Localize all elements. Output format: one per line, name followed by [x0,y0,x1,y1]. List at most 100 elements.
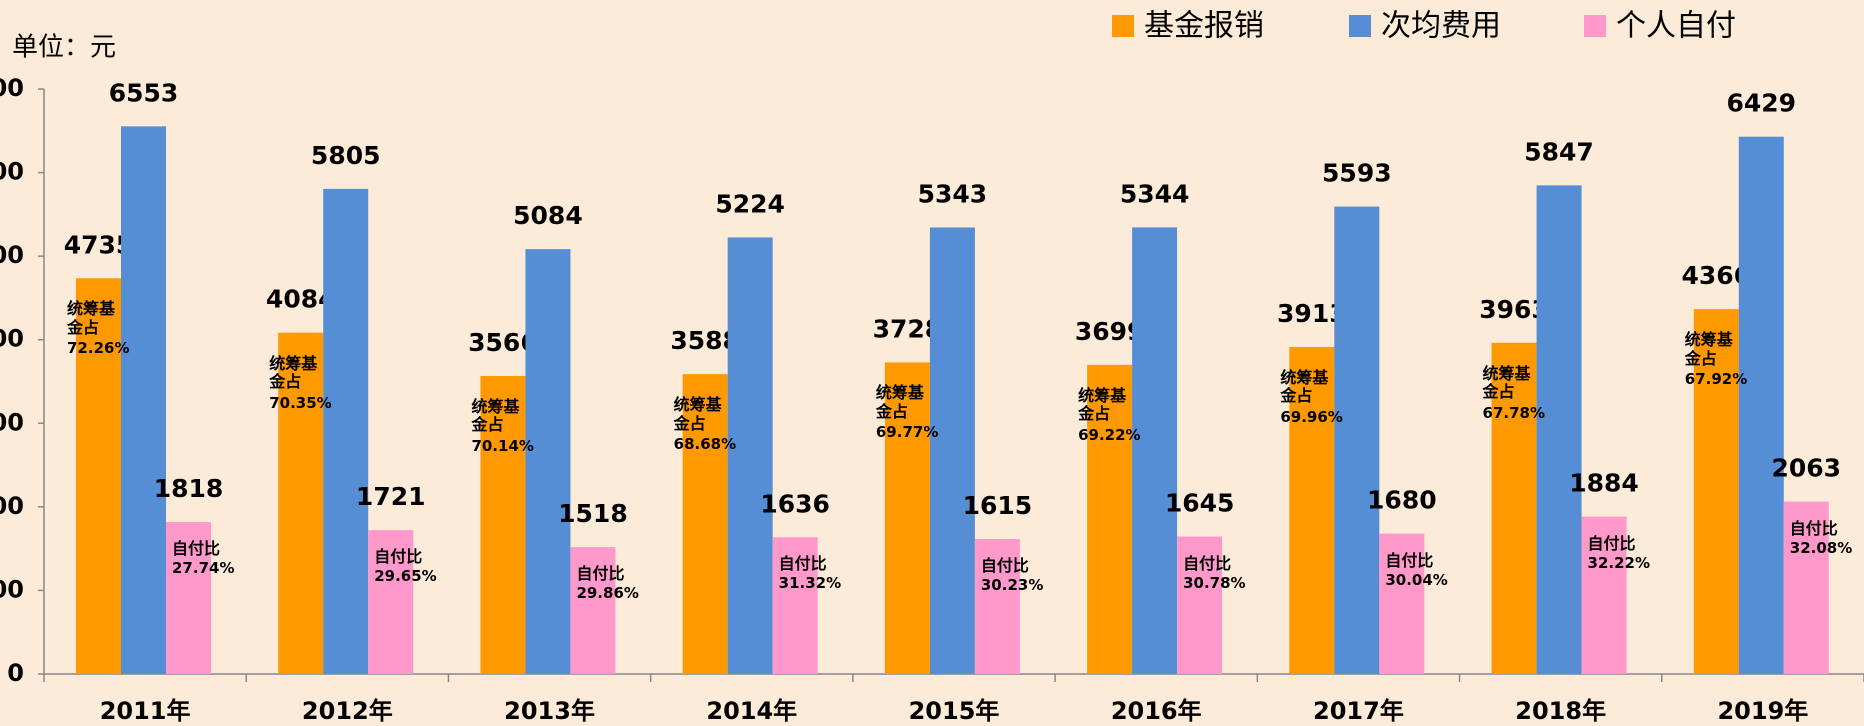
legend-label: 个人自付 [1616,9,1736,44]
bar [1738,136,1784,674]
value-label: 1721 [356,482,426,511]
fund-share-text: 统筹基金占 [471,396,520,435]
bar [1783,501,1829,674]
self-pay-label: 30.78% [1183,573,1246,592]
x-tick-label: 2015年 [909,697,1000,725]
bar [1491,342,1537,674]
fund-share-label: 70.35% [269,393,332,412]
x-tick-label: 2018年 [1515,697,1606,725]
value-label: 1518 [558,499,628,528]
self-pay-label: 30.23% [980,576,1044,595]
fund-share-label: 69.96% [1280,407,1343,426]
x-tick-label: 2016年 [1111,697,1202,725]
fund-share-label: 67.92% [1684,370,1748,389]
legend-label: 次均费用 [1381,9,1501,44]
bar [480,375,526,674]
legend-swatch [1349,15,1371,37]
value-label: 5084 [513,201,583,230]
bar [323,188,369,674]
bar [278,332,324,674]
fund-share-text: 统筹基金占 [1078,385,1127,424]
value-label: 5593 [1322,159,1392,188]
y-tick-label: 1000 [0,575,24,603]
x-tick-label: 2014年 [706,697,797,725]
bar [884,362,930,674]
fund-share-label: 68.68% [673,435,737,454]
self-pay-label: 29.65% [374,567,437,586]
self-pay-label: 32.08% [1789,538,1853,557]
y-tick-label: 4000 [0,325,24,353]
fund-share-text: 统筹基金占 [1482,363,1531,402]
value-label: 2063 [1771,454,1841,483]
bar [1334,206,1380,674]
bar [727,237,773,674]
self-pay-text: 自付比 [576,564,625,584]
self-pay-text: 自付比 [1789,518,1838,538]
bar [1693,309,1739,674]
value-label: 5224 [715,189,785,218]
self-pay-text: 自付比 [1385,550,1434,570]
y-tick-label: 0 [7,659,24,687]
legend-swatch [1112,15,1134,37]
unit-label: 单位：元 [12,33,116,63]
self-pay-label: 32.22% [1587,553,1651,572]
value-label: 1884 [1569,469,1639,498]
self-pay-text: 自付比 [374,547,423,567]
y-tick-label: 7000 [0,74,24,102]
x-tick-label: 2013年 [504,697,595,725]
bar [1177,536,1223,674]
y-tick-label: 6000 [0,158,24,186]
fund-share-label: 72.26% [67,339,130,358]
bar [1379,533,1425,674]
value-label: 5343 [918,179,988,208]
bar [525,249,571,674]
fund-share-text: 统筹基金占 [875,383,924,421]
value-label: 5847 [1524,137,1594,166]
self-pay-label: 29.86% [576,584,639,603]
value-label: 6429 [1726,89,1796,118]
self-pay-text: 自付比 [778,554,827,574]
value-label: 1645 [1165,489,1235,518]
self-pay-label: 30.04% [1385,570,1448,589]
self-pay-text: 自付比 [1587,533,1636,553]
bar [1132,227,1178,674]
legend-swatch [1584,15,1606,37]
legend-label: 基金报销 [1144,9,1264,44]
bar [1536,185,1582,675]
fund-share-label: 69.22% [1078,425,1141,444]
self-pay-label: 27.74% [172,559,235,578]
bar [368,530,414,674]
bar [929,227,975,675]
bar [166,522,211,674]
fund-share-text: 统筹基金占 [1684,330,1733,368]
self-pay-text: 自付比 [172,539,221,559]
bar [1289,346,1335,674]
fund-share-label: 70.14% [471,436,534,455]
y-tick-label: 3000 [0,408,24,436]
value-label: 5344 [1120,179,1190,208]
x-tick-label: 2011年 [100,697,191,725]
bar [1087,364,1133,674]
value-label: 1636 [760,489,830,518]
self-pay-text: 自付比 [1183,553,1232,573]
bar [1581,516,1627,674]
value-label: 1680 [1367,486,1437,515]
fund-share-text: 统筹基金占 [269,353,318,392]
y-tick-label: 2000 [0,492,24,520]
fund-share-text: 统筹基金占 [67,299,116,337]
value-label: 5805 [311,141,381,170]
bar [974,539,1020,674]
bar [772,537,818,674]
y-tick-label: 5000 [0,241,24,269]
fund-share-text: 统筹基金占 [1280,367,1329,406]
x-tick-label: 2017年 [1313,697,1404,725]
self-pay-label: 31.32% [778,574,842,593]
self-pay-text: 自付比 [980,556,1029,576]
fund-share-label: 69.77% [875,423,939,442]
fund-share-label: 67.78% [1482,403,1546,422]
bar [570,547,616,674]
fund-share-text: 统筹基金占 [673,395,722,433]
bar [682,374,728,674]
